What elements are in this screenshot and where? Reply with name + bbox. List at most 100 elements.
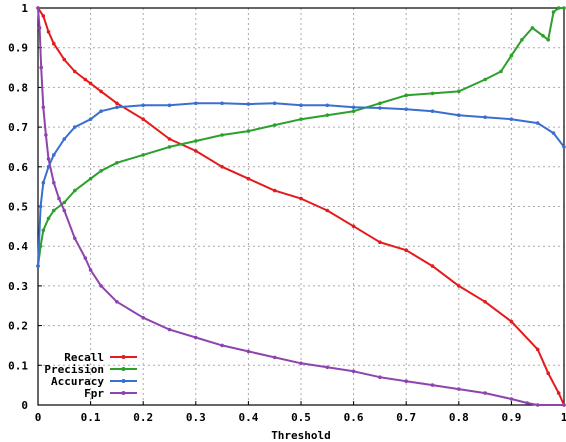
- data-point-recall: [299, 196, 303, 201]
- data-point-accuracy: [246, 102, 251, 106]
- data-point-precision: [546, 38, 550, 42]
- data-point-accuracy: [299, 103, 303, 108]
- y-tick-label: 0: [21, 399, 28, 412]
- data-point-recall: [52, 41, 56, 46]
- x-tick-label: 0.8: [449, 411, 469, 424]
- data-point-fpr: [52, 180, 56, 185]
- data-point-fpr: [325, 365, 330, 370]
- data-point-recall: [272, 188, 277, 193]
- data-point-precision: [52, 208, 56, 213]
- legend-item-precision: Precision: [44, 363, 137, 376]
- data-point-recall: [62, 57, 67, 62]
- data-point-fpr: [483, 391, 487, 395]
- data-point-accuracy: [351, 105, 356, 110]
- data-point-precision: [246, 129, 251, 133]
- x-tick-label: 0.6: [344, 411, 364, 424]
- legend-marker-accuracy: [121, 379, 126, 383]
- data-point-fpr: [562, 403, 566, 407]
- data-point-fpr: [73, 236, 77, 241]
- data-point-recall: [246, 176, 251, 181]
- data-point-accuracy: [562, 145, 566, 149]
- data-point-recall: [483, 300, 487, 304]
- data-point-accuracy: [36, 264, 40, 268]
- legend-item-fpr: Fpr: [84, 387, 137, 400]
- data-point-fpr: [62, 208, 67, 213]
- series-line-accuracy: [37, 102, 565, 267]
- data-point-fpr: [246, 349, 251, 354]
- data-point-precision: [220, 133, 224, 137]
- legend-marker-fpr: [121, 391, 126, 395]
- data-point-precision: [73, 188, 77, 193]
- data-point-precision: [141, 153, 145, 157]
- series-line-fpr: [37, 7, 564, 406]
- y-tick-label: 0.1: [8, 359, 28, 372]
- data-point-accuracy: [378, 106, 382, 110]
- data-point-recall: [378, 240, 382, 244]
- x-tick-label: 0.5: [291, 411, 311, 424]
- data-point-accuracy: [404, 107, 409, 111]
- y-tick-label: 0.5: [8, 201, 28, 214]
- data-point-recall: [430, 264, 435, 268]
- data-point-accuracy: [88, 117, 93, 121]
- data-point-fpr: [194, 335, 198, 340]
- data-point-fpr: [46, 157, 51, 161]
- series-group: [36, 6, 566, 407]
- legend-label-accuracy: Accuracy: [51, 375, 104, 388]
- grid: [38, 8, 564, 405]
- data-point-accuracy: [62, 137, 67, 141]
- data-point-accuracy: [99, 109, 103, 113]
- y-tick-label: 0.9: [8, 42, 28, 55]
- x-tick-label: 0.1: [81, 411, 101, 424]
- data-point-recall: [83, 77, 88, 82]
- data-point-precision: [325, 113, 330, 117]
- data-point-fpr: [57, 196, 61, 201]
- data-point-recall: [535, 347, 540, 352]
- data-point-accuracy: [38, 204, 43, 209]
- data-point-fpr: [220, 343, 224, 348]
- data-point-precision: [509, 53, 514, 58]
- data-point-precision: [499, 69, 503, 74]
- data-point-accuracy: [115, 105, 119, 110]
- data-point-accuracy: [52, 153, 56, 157]
- data-point-accuracy: [272, 101, 277, 106]
- x-tick-label: 0.7: [396, 411, 416, 424]
- data-point-recall: [115, 101, 119, 106]
- data-point-precision: [88, 176, 93, 181]
- data-point-precision: [457, 89, 461, 94]
- data-point-precision: [430, 91, 435, 96]
- data-point-precision: [167, 145, 172, 149]
- data-point-recall: [351, 224, 356, 229]
- data-point-precision: [99, 169, 103, 173]
- data-point-fpr: [88, 268, 93, 272]
- data-point-precision: [272, 123, 277, 127]
- data-point-precision: [562, 6, 566, 10]
- series-precision: [36, 6, 566, 268]
- y-tick-label: 0.2: [8, 320, 28, 333]
- data-point-recall: [325, 208, 330, 213]
- data-point-precision: [541, 34, 545, 38]
- data-point-recall: [556, 391, 561, 395]
- data-point-recall: [73, 69, 77, 74]
- series-fpr: [36, 6, 566, 407]
- y-tick-label: 1: [21, 2, 28, 15]
- x-tick-label: 0: [35, 411, 42, 424]
- data-point-fpr: [115, 300, 119, 304]
- y-tick-label: 0.7: [8, 121, 28, 134]
- data-point-recall: [46, 30, 51, 34]
- data-point-recall: [404, 248, 409, 252]
- data-point-recall: [167, 137, 172, 141]
- y-tick-label: 0.8: [8, 81, 28, 94]
- data-point-recall: [88, 81, 93, 86]
- y-axis: 0 0.1 0.2 0.3 0.4 0.5 0.6 0.7 0.8 0.9 1: [8, 2, 42, 412]
- data-point-fpr: [44, 133, 48, 137]
- x-tick-label: 0.9: [501, 411, 521, 424]
- legend-label-recall: Recall: [64, 351, 104, 364]
- plot-background: [38, 8, 564, 405]
- data-point-fpr: [457, 387, 461, 391]
- data-point-fpr: [535, 403, 540, 407]
- data-point-precision: [194, 139, 198, 143]
- data-point-precision: [351, 109, 356, 113]
- data-point-precision: [404, 93, 409, 98]
